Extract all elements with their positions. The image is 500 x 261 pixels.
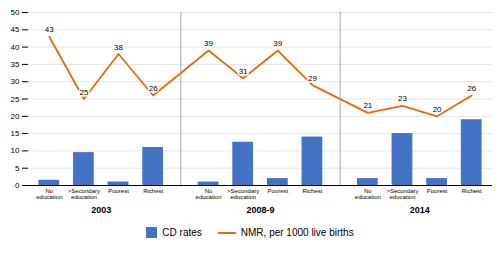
svg-text:>Secondaryeducation: >Secondaryeducation — [227, 188, 259, 200]
svg-text:Richest: Richest — [462, 188, 482, 194]
svg-text:38: 38 — [114, 43, 123, 52]
svg-text:Poorest: Poorest — [427, 188, 448, 194]
svg-text:15: 15 — [11, 129, 20, 138]
svg-text:20: 20 — [11, 112, 20, 121]
svg-text:29: 29 — [308, 74, 317, 83]
svg-text:25: 25 — [11, 95, 20, 104]
svg-text:35: 35 — [11, 60, 20, 69]
svg-text:Noeducation: Noeducation — [196, 188, 222, 200]
svg-text:30: 30 — [11, 77, 20, 86]
svg-text:20: 20 — [433, 105, 442, 114]
svg-text:45: 45 — [11, 25, 20, 34]
html-text:CD rates: CD rates — [162, 227, 202, 238]
svg-text:Noeducation: Noeducation — [355, 188, 381, 200]
svg-text:Richest: Richest — [302, 188, 322, 194]
svg-text:0: 0 — [15, 181, 20, 190]
svg-text:2008-9: 2008-9 — [246, 205, 274, 215]
svg-text:26: 26 — [467, 84, 476, 93]
svg-text:39: 39 — [204, 39, 213, 48]
svg-text:2003: 2003 — [91, 205, 111, 215]
svg-text:Poorest: Poorest — [108, 188, 129, 194]
svg-text:2014: 2014 — [410, 205, 430, 215]
svg-text:>Secondaryeducation: >Secondaryeducation — [68, 188, 100, 200]
svg-text:>Secondaryeducation: >Secondaryeducation — [386, 188, 418, 200]
svg-text:10: 10 — [11, 146, 20, 155]
svg-text:21: 21 — [363, 101, 372, 110]
svg-text:31: 31 — [239, 67, 248, 76]
svg-text:Noeducation: Noeducation — [36, 188, 62, 200]
svg-text:Poorest: Poorest — [267, 188, 288, 194]
html-text:NMR, per 1000 live births: NMR, per 1000 live births — [240, 227, 354, 238]
svg-text:43: 43 — [45, 25, 54, 34]
svg-text:39: 39 — [273, 39, 282, 48]
svg-text:26: 26 — [149, 84, 158, 93]
svg-text:25: 25 — [79, 88, 88, 97]
svg-text:50: 50 — [11, 8, 20, 17]
svg-text:23: 23 — [398, 94, 407, 103]
svg-text:Richest: Richest — [143, 188, 163, 194]
svg-text:40: 40 — [11, 43, 20, 52]
svg-text:5: 5 — [15, 164, 20, 173]
